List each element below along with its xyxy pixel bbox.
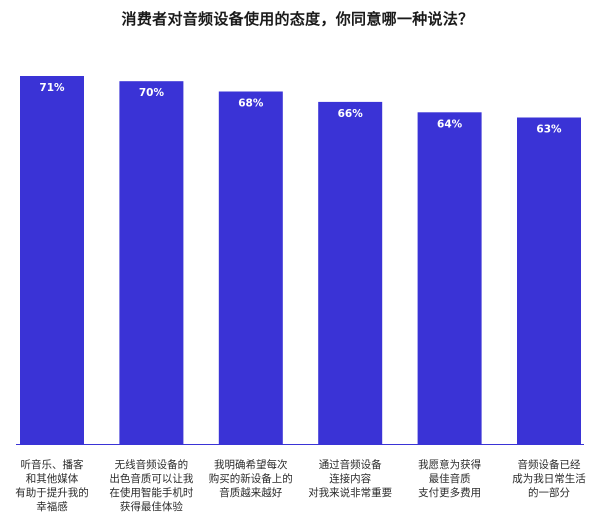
category-label-line: 我愿意为获得 <box>418 458 481 471</box>
category-label-3: 我明确希望每次购买的新设备上的音质越来越好 <box>209 458 293 499</box>
bar-value-label-4: 66% <box>338 108 364 120</box>
category-label-4: 通过音频设备连接内容对我来说非常重要 <box>308 458 392 499</box>
category-label-line: 购买的新设备上的 <box>209 472 293 485</box>
category-label-line: 出色音质可以让我 <box>109 472 193 485</box>
category-label-line: 连接内容 <box>329 472 371 485</box>
category-label-line: 音频设备已经 <box>518 458 581 471</box>
category-label-line: 和其他媒体 <box>26 472 79 485</box>
category-label-line: 最佳音质 <box>429 472 471 485</box>
category-label-line: 无线音频设备的 <box>115 458 189 471</box>
bar-1 <box>20 76 84 444</box>
bar-value-label-1: 71% <box>39 82 65 94</box>
category-label-6: 音频设备已经成为我日常生活的一部分 <box>512 458 586 499</box>
category-label-line: 的一部分 <box>528 486 570 499</box>
category-label-line: 有助于提升我的 <box>15 486 89 499</box>
category-label-line: 幸福感 <box>36 500 68 513</box>
bar-value-label-6: 63% <box>536 124 562 136</box>
bar-value-label-2: 70% <box>139 87 165 99</box>
category-label-line: 通过音频设备 <box>319 458 382 471</box>
category-label-5: 我愿意为获得最佳音质支付更多费用 <box>418 458 481 499</box>
category-label-line: 听音乐、播客 <box>21 458 84 471</box>
bar-5 <box>417 112 482 445</box>
category-label-line: 支付更多费用 <box>418 486 481 499</box>
category-label-line: 我明确希望每次 <box>214 458 288 471</box>
category-label-line: 成为我日常生活 <box>512 472 586 485</box>
bar-3 <box>218 91 283 444</box>
category-label-line: 音质越来越好 <box>219 486 282 499</box>
bar-value-label-5: 64% <box>437 118 463 130</box>
bar-value-label-3: 68% <box>238 98 264 110</box>
bar-6 <box>517 117 581 444</box>
category-label-2: 无线音频设备的出色音质可以让我在使用智能手机时获得最佳体验 <box>109 458 193 513</box>
bar-2 <box>119 81 184 444</box>
category-label-line: 在使用智能手机时 <box>109 486 193 499</box>
category-label-line: 对我来说非常重要 <box>308 486 392 499</box>
bar-4 <box>318 101 383 445</box>
category-label-line: 获得最佳体验 <box>120 500 183 513</box>
chart-title: 消费者对音频设备使用的态度，你同意哪一种说法？ <box>121 10 474 28</box>
category-label-1: 听音乐、播客和其他媒体有助于提升我的幸福感 <box>15 458 89 513</box>
